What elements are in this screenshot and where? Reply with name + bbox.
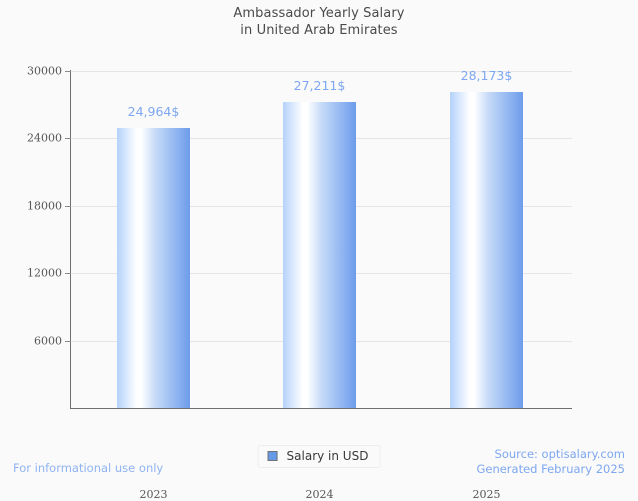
x-tick-label-2025: 2025	[472, 488, 501, 501]
tick-mark-30000	[65, 71, 71, 72]
tick-mark-24000	[65, 138, 71, 140]
x-tick-label-2023: 2023	[139, 488, 168, 501]
chart-legend[interactable]: Salary in USD	[257, 445, 381, 468]
chart-container: Ambassador Yearly Salary in United Arab …	[0, 5, 638, 501]
bar-2024[interactable]: 27,211$	[283, 78, 356, 408]
tick-mark-18000	[65, 205, 71, 207]
y-tick-label-18000: 18000	[27, 199, 62, 213]
chart-title: Ambassador Yearly Salary in United Arab …	[0, 5, 638, 39]
tick-mark-6000	[65, 340, 71, 342]
x-axis-line	[70, 408, 572, 409]
bar-value-label-2023: 24,964$	[127, 103, 180, 119]
legend-item-label: Salary in USD	[286, 449, 369, 463]
legend-swatch-icon	[267, 451, 278, 461]
tick-mark-12000	[65, 273, 71, 275]
bar-value-label-2025: 28,173$	[460, 67, 513, 83]
gridline-30000: 30000	[27, 65, 572, 78]
bar-2025[interactable]: 28,173$	[450, 68, 523, 408]
y-tick-label-12000: 12000	[27, 266, 62, 280]
footer-source-block: Source: optisalary.com Generated Februar…	[476, 447, 625, 477]
plot-area: 30000 24000 18000 12000 6000 24,964$ 27,…	[27, 65, 572, 501]
bar-value-label-2024: 27,211$	[293, 78, 346, 94]
y-tick-label-30000: 30000	[27, 64, 62, 78]
chart-title-line-1: Ambassador Yearly Salary	[233, 6, 405, 21]
x-tick-label-2024: 2024	[305, 488, 334, 501]
y-axis-line	[70, 70, 71, 409]
chart-title-line-2: in United Arab Emirates	[240, 23, 398, 38]
footer-generated: Generated February 2025	[476, 462, 625, 476]
bar-2023[interactable]: 24,964$	[117, 104, 190, 408]
footer-source: Source: optisalary.com	[494, 447, 625, 461]
footer-disclaimer: For informational use only	[13, 461, 164, 475]
y-tick-label-6000: 6000	[34, 334, 62, 348]
y-tick-label-24000: 24000	[27, 131, 62, 145]
